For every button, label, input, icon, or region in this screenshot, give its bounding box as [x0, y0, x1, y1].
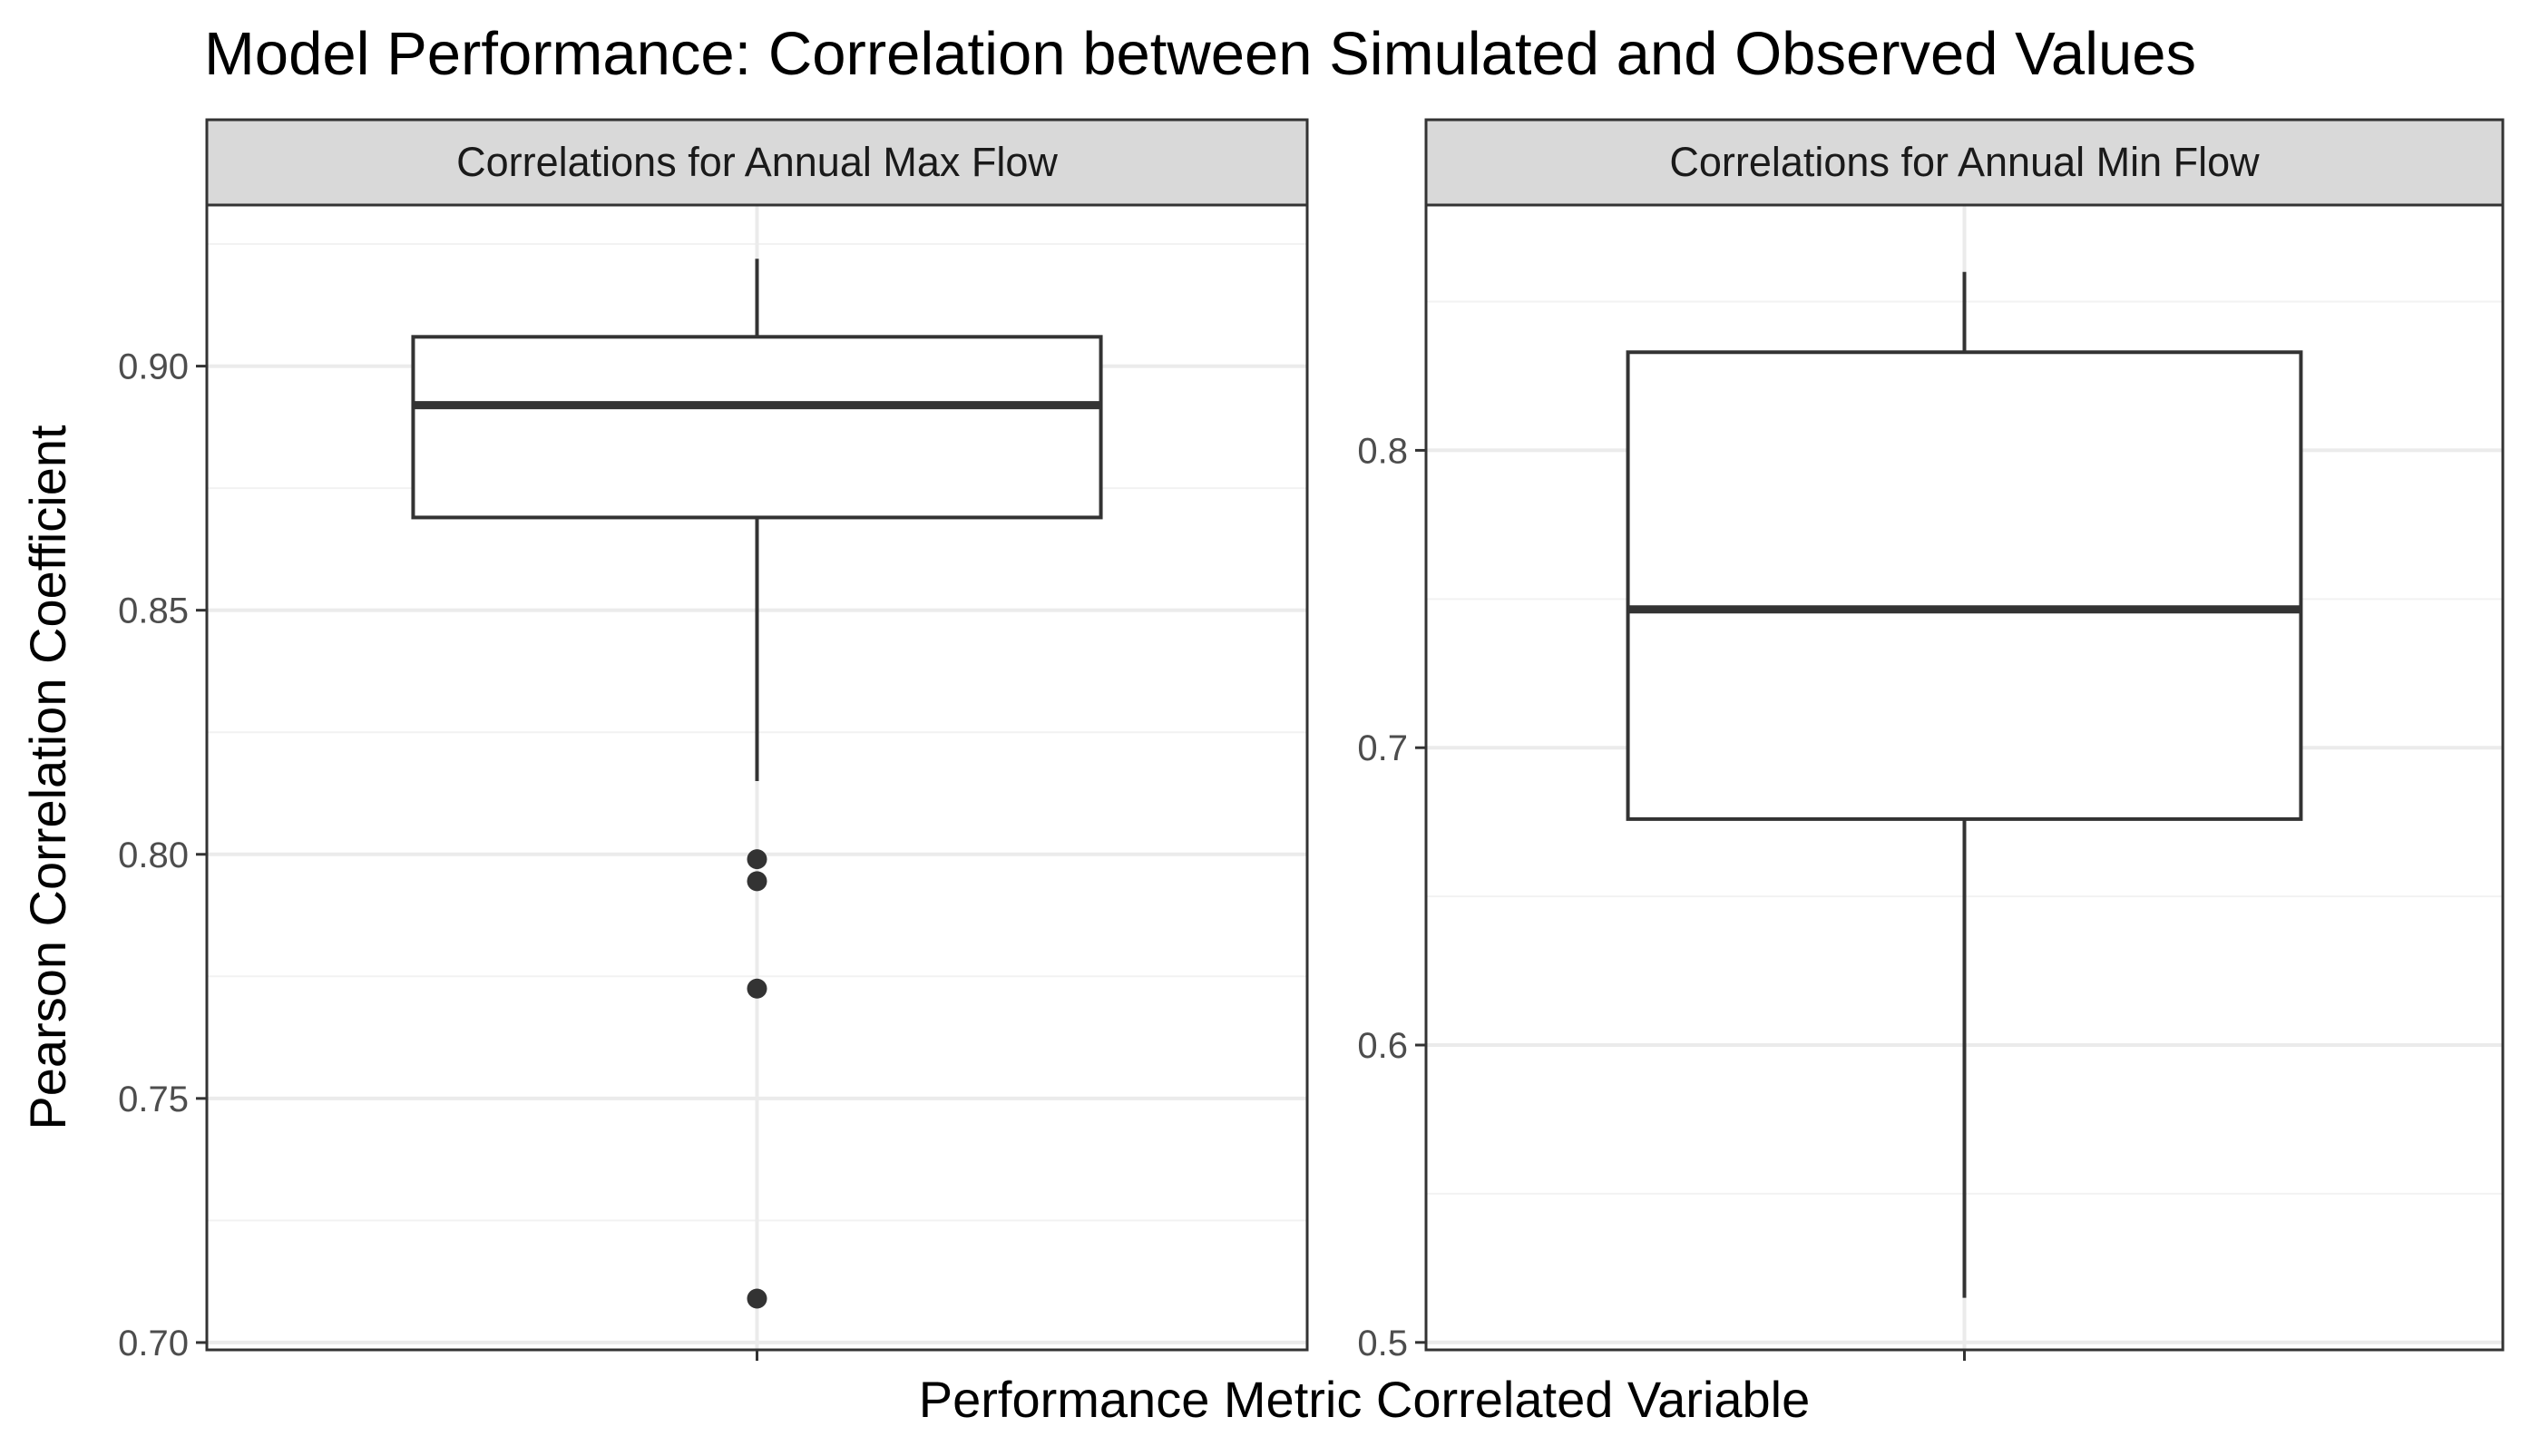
box-iqr	[1626, 350, 2303, 821]
y-tick-label: 0.90	[118, 347, 189, 387]
y-tick-label: 0.70	[118, 1324, 189, 1363]
panel-1: Correlations for Annual Max Flow 0.70 0.75…	[118, 118, 1309, 1363]
y-tick-label: 0.7	[1357, 728, 1408, 768]
y-tick-label: 0.80	[118, 835, 189, 875]
box-iqr	[411, 335, 1103, 520]
outlier-point	[747, 871, 767, 892]
y-axis-title: Pearson Correlation Coefficient	[19, 425, 76, 1130]
facet-strip	[205, 118, 1309, 207]
outlier-point	[747, 849, 767, 870]
y-tick-label: 0.5	[1357, 1324, 1408, 1363]
outlier-point	[747, 978, 767, 999]
panel-2: Correlations for Annual Min Flow 0.5 0.6 0.…	[1357, 118, 2505, 1363]
panels: Correlations for Annual Max Flow 0.70 0.75…	[118, 118, 2505, 1363]
chart-title: Model Performance: Correlation between S…	[204, 20, 2196, 88]
facet-strip-label: Correlations for Annual Max Flow	[456, 139, 1058, 185]
outlier-point	[747, 1288, 767, 1309]
x-axis-title: Performance Metric Correlated Variable	[919, 1371, 1810, 1428]
y-tick-label: 0.85	[118, 591, 189, 631]
y-tick-label: 0.8	[1357, 431, 1408, 471]
y-tick-label: 0.6	[1357, 1026, 1408, 1066]
y-tick-label: 0.75	[118, 1080, 189, 1119]
facet-strip-label: Correlations for Annual Min Flow	[1669, 139, 2260, 185]
facet-strip	[1424, 118, 2505, 207]
